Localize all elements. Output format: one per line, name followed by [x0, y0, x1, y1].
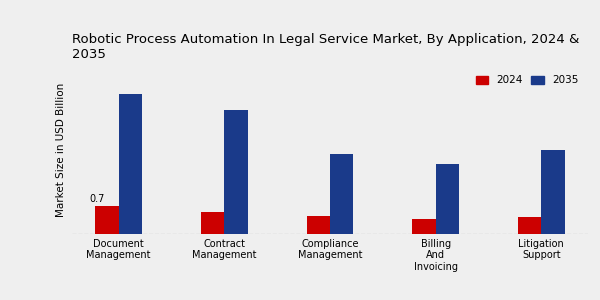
Bar — [436, 164, 459, 234]
Bar — [307, 216, 330, 234]
Y-axis label: Market Size in USD Billion: Market Size in USD Billion — [56, 83, 67, 217]
Text: 0.7: 0.7 — [89, 194, 105, 204]
Legend: 2024, 2035: 2024, 2035 — [472, 71, 583, 89]
Bar — [224, 110, 248, 234]
Bar — [95, 206, 119, 234]
Text: Robotic Process Automation In Legal Service Market, By Application, 2024 &
2035: Robotic Process Automation In Legal Serv… — [72, 33, 580, 61]
Bar — [518, 217, 541, 234]
Bar — [119, 94, 142, 234]
Bar — [330, 154, 353, 234]
Bar — [201, 212, 224, 234]
Bar — [541, 150, 565, 234]
Bar — [412, 219, 436, 234]
